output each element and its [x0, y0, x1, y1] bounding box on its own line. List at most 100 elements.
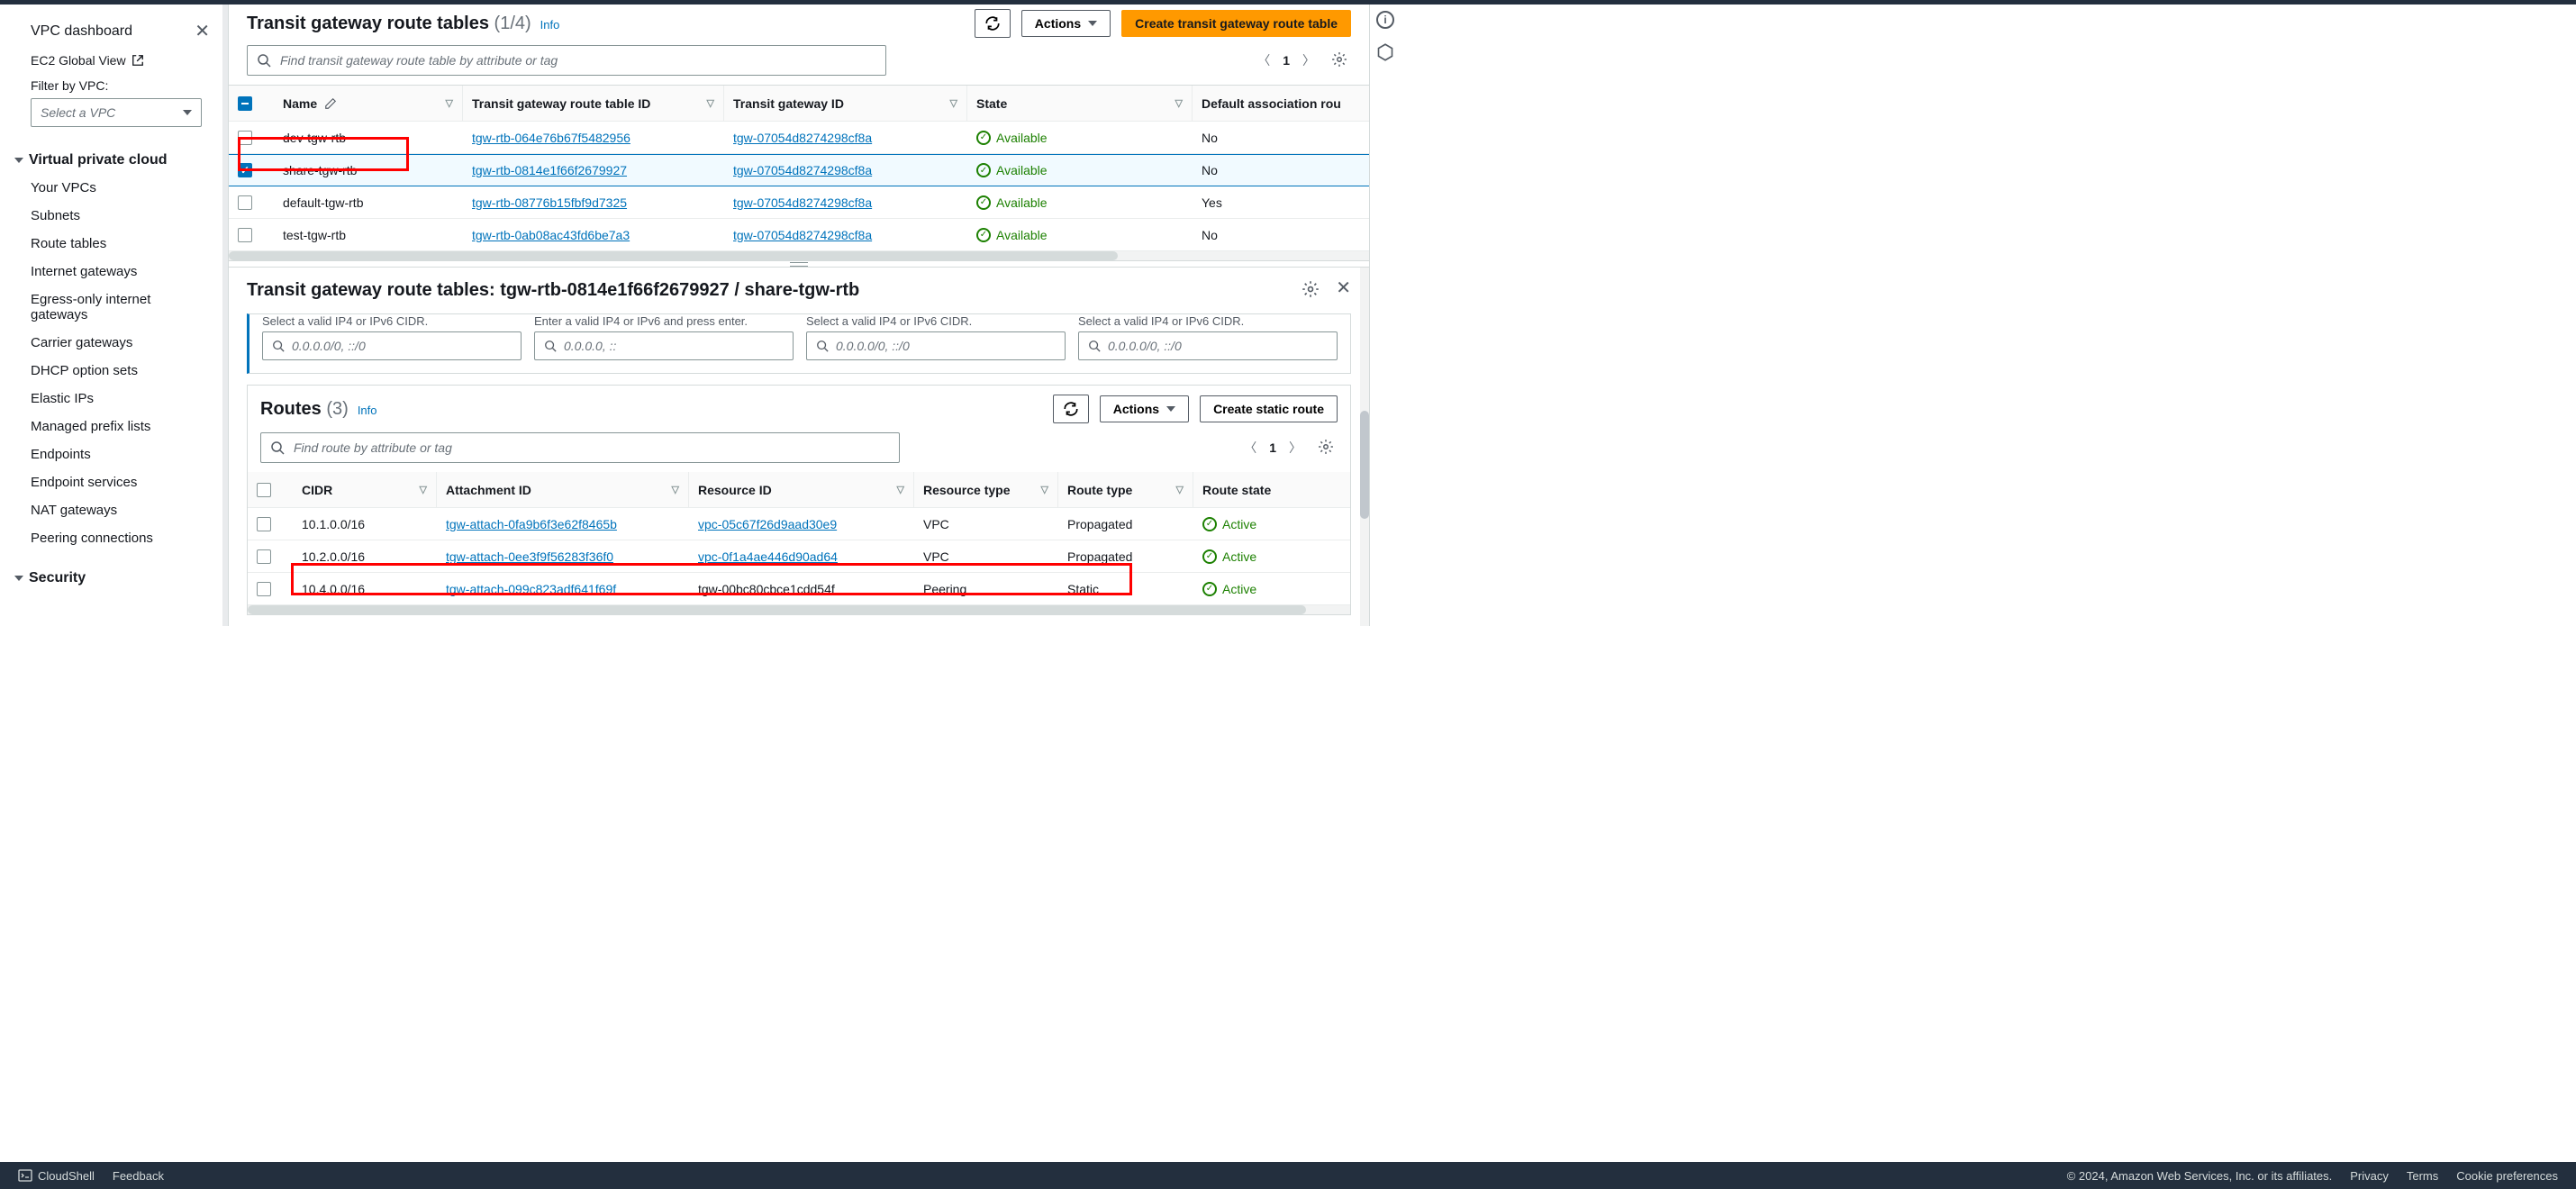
sort-icon[interactable]: ▽ — [1176, 484, 1184, 495]
cell-assoc: No — [1193, 163, 1369, 177]
section-virtual-private-cloud[interactable]: Virtual private cloud — [14, 147, 210, 174]
create-route-table-button[interactable]: Create transit gateway route table — [1121, 10, 1351, 37]
filter-description: Select a valid IP4 or IPv6 CIDR. — [806, 314, 1066, 328]
cidr-filter-input[interactable]: 0.0.0.0, :: — [534, 331, 794, 360]
route-table-id-link[interactable]: tgw-rtb-08776b15fbf9d7325 — [472, 195, 627, 210]
filter-description: Enter a valid IP4 or IPv6 and press ente… — [534, 314, 794, 328]
table-row[interactable]: default-tgw-rtbtgw-rtb-08776b15fbf9d7325… — [229, 186, 1369, 219]
sort-icon[interactable]: ▽ — [1041, 484, 1048, 495]
close-sidebar-icon[interactable]: ✕ — [195, 20, 210, 42]
route-row[interactable]: 10.4.0.0/16tgw-attach-099c823adf641f69ft… — [248, 573, 1350, 605]
row-checkbox[interactable] — [238, 228, 252, 242]
search-icon — [816, 340, 829, 352]
sidebar-item[interactable]: Peering connections — [31, 524, 210, 552]
route-table-id-link[interactable]: tgw-rtb-0ab08ac43fd6be7a3 — [472, 228, 630, 242]
table-row[interactable]: test-tgw-rtbtgw-rtb-0ab08ac43fd6be7a3tgw… — [229, 219, 1369, 251]
vpc-select[interactable]: Select a VPC — [31, 98, 202, 127]
routes-select-all[interactable] — [257, 483, 271, 497]
sidebar-item[interactable]: Internet gateways — [31, 258, 210, 286]
search-icon — [272, 340, 285, 352]
sidebar-item[interactable]: Elastic IPs — [31, 385, 210, 413]
info-link[interactable]: Info — [540, 18, 560, 32]
sort-icon[interactable]: ▽ — [707, 97, 714, 109]
sort-icon[interactable]: ▽ — [1175, 97, 1183, 109]
sidebar-item[interactable]: Managed prefix lists — [31, 413, 210, 440]
refresh-button[interactable] — [975, 9, 1011, 38]
sidebar-item[interactable]: Endpoint services — [31, 468, 210, 496]
horizontal-scrollbar[interactable] — [229, 251, 1369, 260]
routes-info-link[interactable]: Info — [358, 404, 377, 417]
info-icon[interactable]: i — [1376, 11, 1394, 29]
routes-prev-page[interactable]: 〈 — [1240, 435, 1260, 460]
sort-icon[interactable]: ▽ — [672, 484, 679, 495]
next-page-button[interactable]: 〉 — [1299, 48, 1319, 73]
transit-gateway-id-link[interactable]: tgw-07054d8274298cf8a — [733, 131, 872, 145]
row-checkbox[interactable] — [238, 195, 252, 210]
row-checkbox[interactable] — [238, 131, 252, 145]
actions-button[interactable]: Actions — [1021, 10, 1111, 37]
sidebar-item[interactable]: Subnets — [31, 202, 210, 230]
routes-next-page[interactable]: 〉 — [1285, 435, 1305, 460]
routes-search-input[interactable]: Find route by attribute or tag — [260, 432, 900, 463]
cloudshell-button[interactable]: CloudShell — [18, 1168, 95, 1183]
sidebar-item[interactable]: Route tables — [31, 230, 210, 258]
transit-gateway-id-link[interactable]: tgw-07054d8274298cf8a — [733, 228, 872, 242]
detail-settings-button[interactable] — [1298, 277, 1323, 304]
close-detail-button[interactable]: ✕ — [1336, 277, 1351, 304]
sidebar-item[interactable]: DHCP option sets — [31, 357, 210, 385]
attachment-id-link[interactable]: tgw-attach-0fa9b6f3e62f8465b — [446, 517, 617, 531]
create-static-route-button[interactable]: Create static route — [1200, 395, 1338, 422]
table-row[interactable]: share-tgw-rtbtgw-rtb-0814e1f66f2679927tg… — [229, 154, 1369, 186]
attachment-id-link[interactable]: tgw-attach-099c823adf641f69f — [446, 582, 616, 596]
select-all-checkbox[interactable] — [238, 96, 252, 111]
ec2-global-view-link[interactable]: EC2 Global View — [31, 53, 144, 68]
resource-id-link[interactable]: vpc-05c67f26d9aad30e9 — [698, 517, 837, 531]
route-checkbox[interactable] — [257, 517, 271, 531]
attachment-id-link[interactable]: tgw-attach-0ee3f9f56283f36f0 — [446, 549, 613, 564]
sidebar-item[interactable]: NAT gateways — [31, 496, 210, 524]
feedback-link[interactable]: Feedback — [113, 1169, 164, 1183]
vpc-dashboard-link[interactable]: VPC dashboard — [31, 23, 132, 40]
route-checkbox[interactable] — [257, 549, 271, 564]
sort-icon[interactable]: ▽ — [420, 484, 427, 495]
terms-link[interactable]: Terms — [2407, 1169, 2438, 1183]
routes-refresh-button[interactable] — [1053, 395, 1089, 423]
route-table-id-link[interactable]: tgw-rtb-0814e1f66f2679927 — [472, 163, 627, 177]
sidebar-item[interactable]: Endpoints — [31, 440, 210, 468]
cidr-filter-input[interactable]: 0.0.0.0/0, ::/0 — [806, 331, 1066, 360]
routes-scrollbar[interactable] — [248, 605, 1350, 614]
routes-actions-button[interactable]: Actions — [1100, 395, 1189, 422]
cidr-filter-input[interactable]: 0.0.0.0/0, ::/0 — [1078, 331, 1338, 360]
routes-settings-button[interactable] — [1314, 435, 1338, 461]
route-table-id-link[interactable]: tgw-rtb-064e76b67f5482956 — [472, 131, 630, 145]
sort-icon[interactable]: ▽ — [446, 97, 453, 109]
row-checkbox[interactable] — [238, 163, 252, 177]
sort-icon[interactable]: ▽ — [950, 97, 957, 109]
sidebar-item[interactable]: Carrier gateways — [31, 329, 210, 357]
table-row[interactable]: dev-tgw-rtbtgw-rtb-064e76b67f5482956tgw-… — [229, 122, 1369, 154]
filter-by-vpc-label: Filter by VPC: — [31, 78, 210, 93]
vertical-scrollbar[interactable] — [1360, 268, 1369, 626]
route-row[interactable]: 10.1.0.0/16tgw-attach-0fa9b6f3e62f8465bv… — [248, 508, 1350, 540]
terminal-icon — [18, 1168, 32, 1183]
transit-gateway-id-link[interactable]: tgw-07054d8274298cf8a — [733, 163, 872, 177]
search-input[interactable]: Find transit gateway route table by attr… — [247, 45, 886, 76]
sort-icon[interactable]: ▽ — [897, 484, 904, 495]
right-rail: i — [1369, 0, 1401, 626]
prev-page-button[interactable]: 〈 — [1254, 48, 1274, 73]
section-security[interactable]: Security — [14, 565, 210, 592]
pane-splitter[interactable] — [229, 260, 1369, 268]
sidebar-item[interactable]: Egress-only internet gateways — [31, 286, 210, 329]
cookie-link[interactable]: Cookie preferences — [2456, 1169, 2558, 1183]
cidr-filter-input[interactable]: 0.0.0.0/0, ::/0 — [262, 331, 522, 360]
detail-pane: Transit gateway route tables: tgw-rtb-08… — [229, 268, 1369, 626]
settings-button[interactable] — [1328, 48, 1351, 74]
cell-assoc: Yes — [1193, 195, 1369, 210]
resource-id-link[interactable]: vpc-0f1a4ae446d90ad64 — [698, 549, 838, 564]
hex-icon[interactable] — [1376, 43, 1394, 61]
route-checkbox[interactable] — [257, 582, 271, 596]
route-row[interactable]: 10.2.0.0/16tgw-attach-0ee3f9f56283f36f0v… — [248, 540, 1350, 573]
transit-gateway-id-link[interactable]: tgw-07054d8274298cf8a — [733, 195, 872, 210]
privacy-link[interactable]: Privacy — [2350, 1169, 2389, 1183]
sidebar-item[interactable]: Your VPCs — [31, 174, 210, 202]
